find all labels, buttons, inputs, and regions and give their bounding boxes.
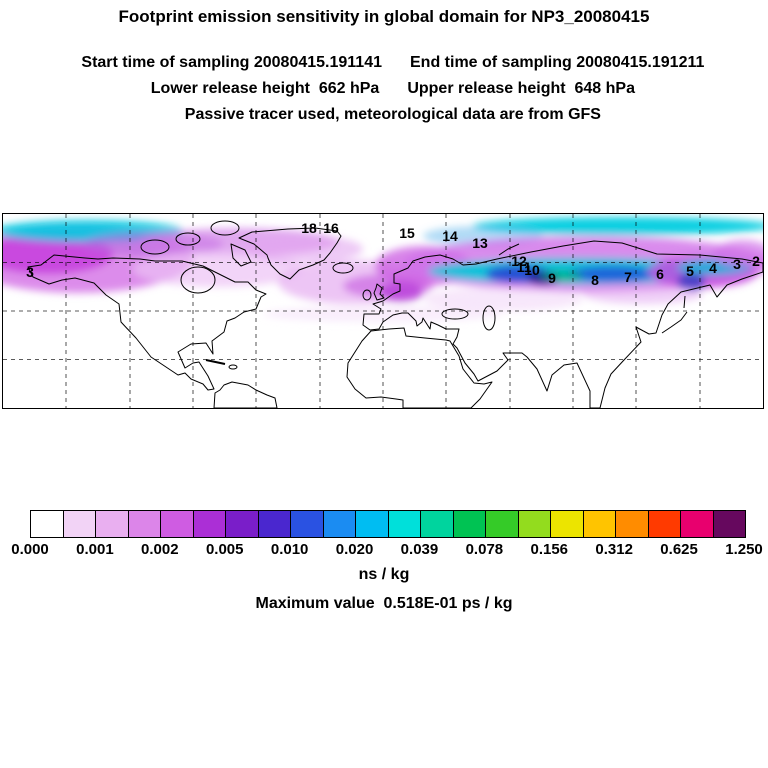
colorbar-cell — [648, 511, 681, 537]
trajectory-point-label: 3 — [733, 256, 741, 272]
black-sea — [441, 308, 469, 320]
colorbar-cell — [226, 511, 259, 537]
colorbar-tick-label: 0.020 — [335, 541, 374, 558]
trajectory-point-label: 12 — [511, 253, 527, 269]
colorbar-tick-label: 0.005 — [205, 541, 244, 558]
colorbar-cell — [421, 511, 454, 537]
release-height-line: Lower release height 662 hPa Upper releas… — [0, 62, 768, 116]
baffin-island — [230, 243, 252, 267]
colorbar-tick-label: 0.010 — [270, 541, 309, 558]
sampling-end-text: End time of sampling 20080415.191211 — [410, 54, 705, 71]
colorbar-cell — [356, 511, 389, 537]
trajectory-point-label: 15 — [399, 225, 415, 241]
great-britain — [373, 283, 385, 301]
iceland — [332, 262, 354, 274]
coastlines — [27, 220, 763, 408]
colorbar-cell — [63, 511, 96, 537]
eurasia-outline — [362, 240, 763, 408]
lower-release-text: Lower release height 662 hPa — [150, 80, 380, 97]
colorbar-cell — [551, 511, 584, 537]
tracer-note-text: Passive tracer used, meteorological data… — [184, 106, 601, 123]
colorbar-tick-label: 0.039 — [400, 541, 439, 558]
world-map-panel: 18 16 15 14 13 12 11 10 9 8 7 6 5 4 3 2 3 — [2, 213, 764, 409]
arctic-island — [210, 220, 240, 236]
greenland-outline — [238, 227, 342, 280]
colorbar-cell — [583, 511, 616, 537]
colorbar-cell — [713, 511, 745, 537]
colorbar — [30, 510, 746, 538]
trajectory-point-label: 8 — [591, 272, 599, 288]
trajectory-point-label: 10 — [524, 262, 540, 278]
trajectory-point-label: 16 — [323, 220, 339, 236]
colorbar-tick-label: 0.001 — [76, 541, 114, 558]
trajectory-point-label: 7 — [624, 269, 632, 285]
ireland — [362, 289, 372, 301]
colorbar-cell — [193, 511, 226, 537]
plot-title: Footprint emission sensitivity in global… — [118, 7, 650, 26]
colorbar-tick-label: 0.625 — [660, 541, 698, 558]
colorbar-cell — [681, 511, 714, 537]
sampling-time-line: Start time of sampling 20080415.191141 En… — [0, 36, 768, 90]
world-map — [3, 214, 763, 408]
japan — [661, 311, 688, 334]
colorbar-cell — [96, 511, 129, 537]
colorbar-tick-label: 0.000 — [11, 541, 49, 558]
colorbar-cell — [291, 511, 324, 537]
trajectory-labels: 18 16 15 14 13 12 11 10 9 8 7 6 5 4 3 2 3 — [3, 214, 763, 408]
max-value-label: Maximum value 0.518E-01 ps / kg — [255, 595, 513, 612]
colorbar-cell — [323, 511, 356, 537]
trajectory-point-label: 4 — [709, 260, 717, 276]
trajectory-point-label: 18 — [301, 220, 317, 236]
trajectory-point-label: 9 — [548, 270, 556, 286]
sampling-start-text: Start time of sampling 20080415.191141 — [81, 54, 382, 71]
upper-release-text: Upper release height 648 hPa — [407, 80, 635, 97]
colorbar-cell — [616, 511, 649, 537]
map-gridlines — [3, 214, 763, 408]
colorbar-cell — [486, 511, 519, 537]
trajectory-point-label: 11 — [516, 259, 532, 275]
colorbar-ticks: 0.000 0.001 0.002 0.005 0.010 0.020 0.039 0.078… — [11, 541, 763, 559]
hudson-bay — [180, 266, 216, 294]
trajectory-point-label: 6 — [656, 266, 664, 282]
colorbar-cell — [453, 511, 486, 537]
north-america-outline — [27, 254, 267, 391]
colorbar-tick-label: 0.156 — [530, 541, 569, 558]
hispaniola — [228, 364, 238, 370]
trajectory-point-label: 14 — [442, 228, 458, 244]
colorbar-tick-label: 0.078 — [465, 541, 504, 558]
colorbar-tick-label: 1.250 — [725, 541, 763, 558]
caspian-sea — [482, 305, 496, 331]
colorbar-tick-label: 0.312 — [595, 541, 633, 558]
arctic-island — [140, 239, 170, 255]
colorbar-unit-label: ns / kg — [358, 566, 410, 583]
africa-outline — [346, 327, 493, 408]
tracer-note-line: Passive tracer used, meteorological data… — [0, 88, 768, 142]
arctic-island — [175, 232, 201, 246]
colorbar-cell — [161, 511, 194, 537]
novaya-zemlya — [498, 243, 520, 256]
sakhalin — [683, 295, 686, 309]
cuba — [205, 359, 226, 365]
south-america-outline — [213, 381, 278, 408]
colorbar-cell — [518, 511, 551, 537]
colorbar-cell — [388, 511, 421, 537]
colorbar-tick-label: 0.002 — [141, 541, 179, 558]
colorbar-cell — [258, 511, 291, 537]
trajectory-point-label: 5 — [686, 263, 694, 279]
colorbar-cell — [31, 511, 64, 537]
trajectory-point-label: 3 — [26, 264, 34, 280]
trajectory-point-label: 2 — [752, 253, 760, 269]
trajectory-point-label: 13 — [472, 235, 488, 251]
colorbar-cell — [128, 511, 161, 537]
